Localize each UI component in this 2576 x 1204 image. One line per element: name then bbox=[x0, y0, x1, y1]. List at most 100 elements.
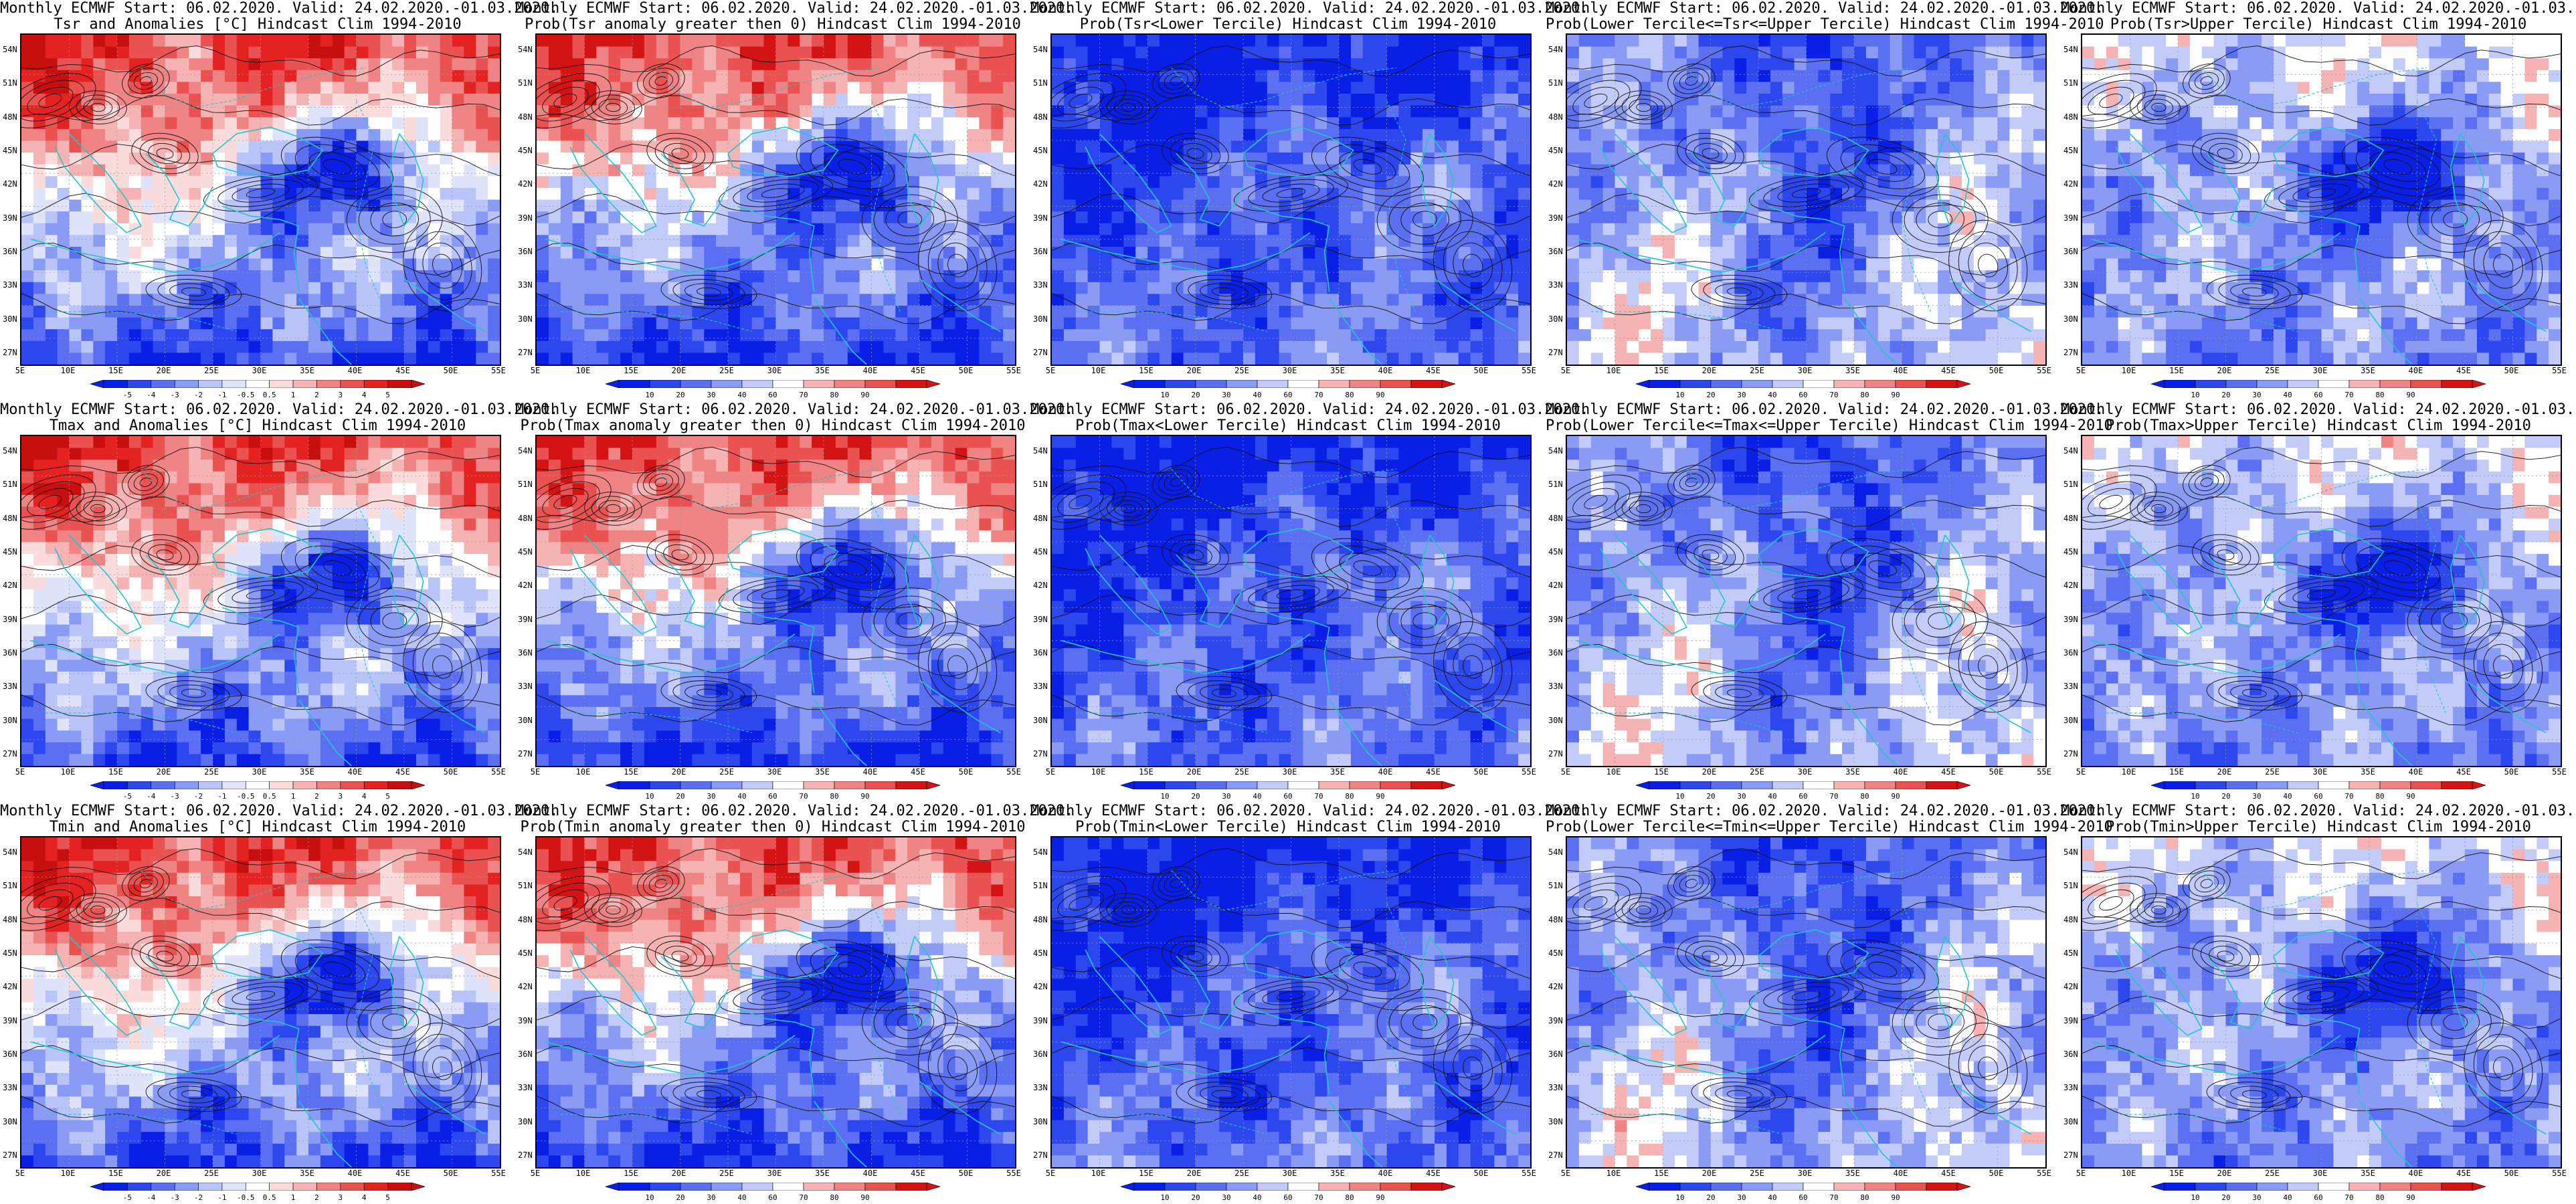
latitude-label: 39N bbox=[2063, 614, 2078, 624]
legend-label: 30 bbox=[2252, 792, 2262, 801]
latitude-label: 51N bbox=[2063, 881, 2078, 891]
longitude-label: 35E bbox=[1330, 366, 1345, 375]
panel-header: Monthly ECMWF Start: 06.02.2020. Valid: … bbox=[515, 401, 1074, 418]
latitude-label: 30N bbox=[1033, 1116, 1048, 1126]
panel-header: Monthly ECMWF Start: 06.02.2020. Valid: … bbox=[1030, 803, 1589, 819]
longitude-label: 5E bbox=[2076, 366, 2086, 375]
latitude-label: 36N bbox=[2063, 1049, 2078, 1059]
forecast-map[interactable] bbox=[20, 836, 501, 1169]
latitude-label: 27N bbox=[1033, 749, 1048, 759]
forecast-map[interactable] bbox=[2081, 836, 2562, 1169]
forecast-map[interactable] bbox=[2081, 435, 2562, 767]
longitude-label: 55E bbox=[1522, 1169, 1536, 1178]
legend-label: 40 bbox=[737, 792, 747, 801]
longitude-label: 50E bbox=[2504, 767, 2519, 777]
latitude-label: 48N bbox=[3, 513, 17, 523]
color-legend bbox=[1636, 1183, 1970, 1191]
forecast-map[interactable] bbox=[1566, 836, 2047, 1169]
panel-title: Prob(Tsr anomaly greater then 0) Hindcas… bbox=[525, 16, 1021, 33]
legend-label: 2 bbox=[314, 391, 319, 399]
legend-label: 5 bbox=[385, 391, 390, 399]
longitude-label: 45E bbox=[1941, 366, 1956, 375]
longitude-label: 20E bbox=[671, 366, 686, 375]
forecast-panel: Monthly ECMWF Start: 06.02.2020. Valid: … bbox=[1030, 0, 1588, 401]
latitude-label: 48N bbox=[518, 513, 533, 523]
legend-label: 30 bbox=[1737, 1193, 1746, 1202]
forecast-map[interactable] bbox=[1566, 33, 2047, 366]
longitude-label: 55E bbox=[491, 366, 506, 375]
latitude-label: 42N bbox=[1548, 179, 1563, 189]
longitude-label: 50E bbox=[1473, 767, 1489, 777]
longitude-label: 30E bbox=[1797, 366, 1813, 375]
forecast-map[interactable] bbox=[2081, 33, 2562, 366]
latitude-label: 33N bbox=[2063, 280, 2078, 290]
latitude-label: 45N bbox=[1548, 547, 1563, 557]
coastlines bbox=[1061, 67, 1516, 365]
longitude-label: 20E bbox=[671, 767, 686, 777]
coastlines bbox=[546, 870, 1001, 1167]
topography-contours bbox=[1052, 45, 1530, 324]
legend-label: -5 bbox=[122, 391, 132, 399]
latitude-label: 42N bbox=[3, 982, 17, 992]
latitude-label: 42N bbox=[1548, 581, 1563, 591]
legend-label: 30 bbox=[707, 792, 716, 801]
legend-label: 40 bbox=[2283, 391, 2292, 399]
latitude-label: 27N bbox=[2063, 348, 2078, 357]
forecast-map[interactable] bbox=[535, 33, 1016, 366]
longitude-label: 40E bbox=[347, 767, 363, 777]
forecast-map[interactable] bbox=[535, 435, 1016, 767]
legend-label: 60 bbox=[1283, 1193, 1293, 1202]
legend-label: 90 bbox=[1891, 1193, 1900, 1202]
color-legend bbox=[90, 781, 425, 789]
longitude-label: 50E bbox=[1989, 1169, 2004, 1178]
topography-contours bbox=[1567, 848, 2045, 1127]
legend-label: -5 bbox=[122, 792, 132, 801]
map-shading bbox=[537, 436, 1015, 766]
legend-label: 4 bbox=[361, 1193, 367, 1202]
longitude-label: 35E bbox=[2361, 767, 2375, 777]
longitude-label: 55E bbox=[1006, 366, 1021, 375]
latitude-label: 54N bbox=[1548, 446, 1563, 456]
panel-title: Prob(Lower Tercile<=Tmin<=Upper Tercile)… bbox=[1546, 819, 2113, 835]
longitude-label: 30E bbox=[1282, 767, 1297, 777]
forecast-map[interactable] bbox=[20, 33, 501, 366]
forecast-map[interactable] bbox=[20, 435, 501, 767]
coastlines bbox=[1576, 67, 2031, 365]
legend-label: 10 bbox=[2191, 1193, 2200, 1202]
forecast-map[interactable] bbox=[1050, 836, 1532, 1169]
forecast-map[interactable] bbox=[535, 836, 1016, 1169]
map-graticule bbox=[21, 837, 500, 1167]
color-legend bbox=[606, 1183, 940, 1191]
legend-label: 10 bbox=[1160, 1193, 1170, 1202]
coastlines bbox=[1061, 870, 1516, 1167]
legend-label: 90 bbox=[1376, 1193, 1385, 1202]
longitude-label: 50E bbox=[1473, 1169, 1489, 1178]
latitude-label: 33N bbox=[1033, 682, 1048, 692]
longitude-label: 30E bbox=[767, 767, 782, 777]
longitude-label: 15E bbox=[108, 1169, 123, 1178]
latitude-label: 27N bbox=[3, 1150, 17, 1160]
latitude-label: 45N bbox=[1033, 547, 1048, 557]
legend-label: 10 bbox=[2191, 391, 2200, 399]
latitude-label: 30N bbox=[1033, 715, 1048, 725]
latitude-label: 33N bbox=[1033, 280, 1048, 290]
latitude-label: 39N bbox=[1033, 614, 1048, 624]
map-graticule bbox=[2082, 436, 2561, 766]
panel-header: Monthly ECMWF Start: 06.02.2020. Valid: … bbox=[515, 0, 1074, 17]
panel-title: Tmax and Anomalies [°C] Hindcast Clim 19… bbox=[49, 417, 466, 434]
forecast-map[interactable] bbox=[1050, 33, 1532, 366]
coastlines bbox=[1576, 468, 2031, 766]
legend-label: 70 bbox=[1829, 1193, 1839, 1202]
legend-label: 10 bbox=[1675, 1193, 1685, 1202]
map-graticule bbox=[537, 436, 1015, 766]
latitude-label: 48N bbox=[1548, 914, 1563, 924]
map-shading bbox=[1052, 837, 1530, 1167]
latitude-label: 54N bbox=[3, 45, 17, 54]
latitude-label: 39N bbox=[3, 1015, 17, 1025]
longitude-label: 5E bbox=[1560, 366, 1571, 375]
forecast-map[interactable] bbox=[1050, 435, 1532, 767]
latitude-label: 42N bbox=[3, 179, 17, 189]
forecast-map[interactable] bbox=[1566, 435, 2047, 767]
longitude-label: 30E bbox=[2312, 1169, 2328, 1178]
legend-label: -3 bbox=[170, 391, 179, 399]
